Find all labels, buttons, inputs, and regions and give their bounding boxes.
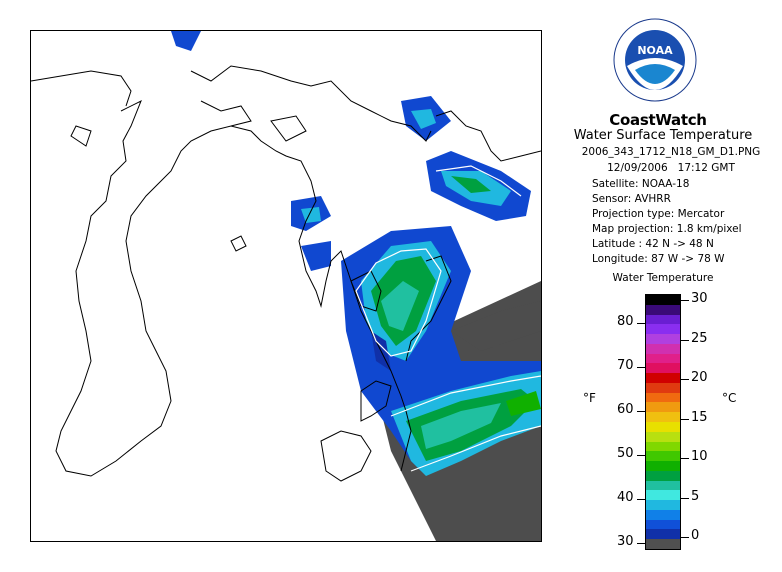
satellite: Satellite: NOAA-18 bbox=[592, 178, 690, 190]
time: 17:12 GMT bbox=[677, 162, 735, 174]
fahrenheit-tick-label: 40 bbox=[617, 490, 634, 505]
color-swatch bbox=[646, 392, 680, 403]
celsius-tick-label: 20 bbox=[691, 370, 708, 385]
color-swatch bbox=[646, 412, 680, 423]
celsius-tick-label: 0 bbox=[691, 528, 700, 543]
logo-text: NOAA bbox=[637, 44, 673, 57]
product-title: CoastWatch bbox=[609, 111, 707, 129]
color-swatch bbox=[646, 441, 680, 452]
color-swatch bbox=[646, 343, 680, 355]
color-swatch bbox=[646, 304, 680, 316]
lake-outline bbox=[355, 165, 541, 472]
celsius-tick-mark bbox=[681, 497, 689, 499]
color-swatch bbox=[646, 382, 680, 394]
coastlines bbox=[31, 65, 541, 482]
color-swatch bbox=[646, 461, 680, 472]
legend-title: Water Temperature bbox=[612, 272, 714, 284]
latitude-range: Latitude : 42 N -> 48 N bbox=[592, 238, 714, 250]
sensor: Sensor: AVHRR bbox=[592, 193, 671, 205]
color-swatch bbox=[646, 519, 680, 530]
projection-type: Projection type: Mercator bbox=[592, 208, 725, 220]
longitude-range: Longitude: 87 W -> 78 W bbox=[592, 253, 725, 265]
date-time: 12/09/2006 17:12 GMT bbox=[560, 162, 782, 174]
celsius-tick-label: 10 bbox=[691, 449, 708, 464]
unit-celsius: °C bbox=[722, 391, 737, 405]
color-swatch bbox=[646, 490, 680, 501]
product-subtitle: Water Surface Temperature bbox=[573, 128, 753, 143]
filename: 2006_343_1712_N18_GM_D1.PNG bbox=[581, 146, 761, 158]
color-swatch bbox=[646, 314, 680, 325]
fahrenheit-tick-label: 70 bbox=[617, 358, 634, 373]
color-swatch bbox=[646, 363, 680, 374]
fahrenheit-tick-label: 60 bbox=[617, 402, 634, 417]
celsius-tick-label: 30 bbox=[691, 291, 708, 306]
color-swatch bbox=[646, 373, 680, 384]
color-swatch bbox=[646, 539, 680, 549]
fahrenheit-tick-mark bbox=[637, 367, 645, 368]
color-swatch bbox=[646, 509, 680, 521]
map-projection: Map projection: 1.8 km/pixel bbox=[592, 223, 742, 235]
color-swatch bbox=[646, 451, 680, 462]
celsius-tick-mark bbox=[681, 458, 689, 459]
celsius-tick-mark bbox=[681, 418, 689, 420]
color-swatch bbox=[646, 529, 680, 540]
fahrenheit-tick-mark bbox=[637, 455, 645, 456]
color-swatch bbox=[646, 353, 680, 364]
fahrenheit-tick-mark bbox=[637, 411, 645, 412]
color-swatch bbox=[646, 324, 680, 335]
fahrenheit-tick-mark bbox=[637, 323, 645, 324]
celsius-tick-label: 5 bbox=[691, 488, 700, 504]
color-swatch bbox=[646, 470, 680, 482]
date: 12/09/2006 bbox=[607, 162, 668, 174]
color-swatch bbox=[646, 295, 680, 306]
color-swatch bbox=[646, 334, 680, 345]
color-swatch bbox=[646, 402, 680, 413]
fahrenheit-tick-label: 80 bbox=[617, 314, 634, 329]
celsius-tick-label: 25 bbox=[691, 330, 708, 346]
color-scale-bar bbox=[645, 294, 681, 550]
ice-patches bbox=[461, 231, 486, 296]
fahrenheit-tick-mark bbox=[637, 543, 645, 544]
celsius-tick-label: 15 bbox=[691, 409, 708, 425]
satellite-map bbox=[30, 30, 542, 542]
color-swatch bbox=[646, 422, 680, 433]
color-swatch bbox=[646, 480, 680, 491]
noaa-logo: NOAA bbox=[613, 18, 697, 102]
fahrenheit-tick-label: 30 bbox=[617, 534, 634, 549]
celsius-tick-mark bbox=[681, 300, 689, 301]
celsius-tick-mark bbox=[681, 339, 689, 341]
unit-fahrenheit: °F bbox=[583, 391, 596, 405]
color-swatch bbox=[646, 431, 680, 443]
fahrenheit-tick-mark bbox=[637, 499, 645, 500]
celsius-tick-mark bbox=[681, 379, 689, 380]
lake-huron-sst bbox=[171, 31, 541, 476]
fahrenheit-tick-label: 50 bbox=[617, 446, 634, 461]
color-swatch bbox=[646, 500, 680, 511]
celsius-tick-mark bbox=[681, 537, 689, 538]
